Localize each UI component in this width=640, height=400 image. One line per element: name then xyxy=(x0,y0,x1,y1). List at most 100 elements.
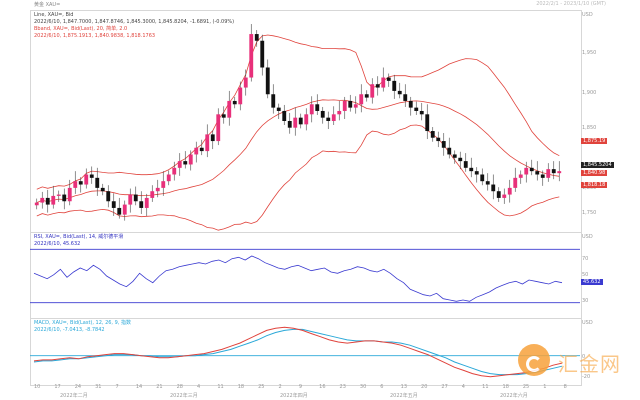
candle-body xyxy=(194,147,199,155)
x-tick-label: 16 xyxy=(319,384,326,390)
x-tick-label: 23 xyxy=(339,384,346,390)
candle-body xyxy=(353,104,358,108)
x-tick-label: 2 xyxy=(278,384,282,390)
price-tick: 1,800 xyxy=(582,185,597,191)
candle-body xyxy=(529,167,534,172)
price-axis: USD 1,950 1,900 1,850 1,800 1,750 xyxy=(580,10,610,232)
x-tick-label: 7 xyxy=(115,384,119,390)
price-tick: 1,750 xyxy=(582,210,597,216)
candle-body xyxy=(210,134,215,142)
candle-body xyxy=(480,174,485,182)
x-tick-label: 18 xyxy=(502,384,509,390)
x-tick-label: 6 xyxy=(380,384,384,390)
macd-line xyxy=(33,326,563,378)
x-month-label: 2022年五月 xyxy=(390,393,418,399)
rsi-tick: 50 xyxy=(582,272,589,278)
candle-body xyxy=(392,80,397,91)
candle-body xyxy=(45,197,50,205)
price-tick: 1,850 xyxy=(582,125,597,131)
rsi-legend-values: 2022/6/10, 45.632 xyxy=(34,241,81,247)
candle-body xyxy=(122,204,127,215)
candle-body xyxy=(172,167,177,175)
rsi-panel[interactable] xyxy=(30,232,582,320)
candle-body xyxy=(243,77,248,88)
candle-body xyxy=(205,134,210,152)
candle-body xyxy=(496,191,501,198)
x-tick-label: 11 xyxy=(217,384,224,390)
candle-body xyxy=(419,110,424,115)
x-tick-label: 11 xyxy=(482,384,489,390)
x-month-label: 2022年三月 xyxy=(170,393,198,399)
macd-legend-values: 2022/6/10, -7.0413, -8.7842 xyxy=(34,327,105,333)
candle-body xyxy=(524,167,529,175)
x-tick-label: 14 xyxy=(135,384,143,390)
candle-body xyxy=(139,201,144,208)
macd-signal-line xyxy=(33,328,563,376)
candle-body xyxy=(414,107,419,111)
candle-body xyxy=(397,90,402,95)
candle-body xyxy=(155,187,160,192)
candle-body xyxy=(232,100,237,105)
candle-body xyxy=(518,174,523,178)
candle-body xyxy=(485,181,490,185)
candle-body xyxy=(452,154,457,158)
x-tick-label: 31 xyxy=(95,384,102,390)
price-legend-title: Line, XAU=, Bid xyxy=(34,12,74,18)
macd-tick: -20 xyxy=(582,374,591,380)
candle-body xyxy=(375,84,380,88)
macd-panel[interactable] xyxy=(30,318,582,386)
candle-body xyxy=(436,137,441,142)
candle-body xyxy=(265,67,270,95)
macd-legend: MACD, XAU=, Bid(Last), 12, 26, 9, 指数 202… xyxy=(34,320,131,334)
x-tick-label: 25 xyxy=(522,384,530,390)
candle-body xyxy=(73,181,78,188)
candle-body xyxy=(166,174,171,182)
candle-body xyxy=(469,167,474,172)
candle-body xyxy=(282,110,287,121)
price-legend-values: 2022/6/10, 1,847.7000, 1,847.8746, 1,845… xyxy=(34,19,235,25)
rsi-legend: RSI, XAU=, Bid(Last), 14, 威尔德平滑 2022/6/1… xyxy=(34,234,123,248)
candle-body xyxy=(249,34,254,78)
rsi-axis: USD 70 50 30 xyxy=(580,232,610,318)
macd-axis: USD 0 -20 xyxy=(580,318,610,384)
candle-body xyxy=(447,147,452,155)
candle-body xyxy=(348,100,353,108)
candle-body xyxy=(117,207,122,215)
candle-body xyxy=(161,181,166,188)
top-bar: 黄金 XAU= 2022/2/1 - 2023/1/10 (GMT) xyxy=(30,0,610,10)
candle-body xyxy=(40,197,45,203)
watermark-logo: 汇金网 xyxy=(518,340,638,380)
candle-body xyxy=(133,194,138,202)
rsi-tick: 30 xyxy=(582,298,589,304)
x-axis: 10 17 24 31 7 14 21 28 4 11 18 25 2 9 16 23 30 6 13 20 27 4 11… xyxy=(30,384,580,399)
x-tick-label: 8 xyxy=(563,384,567,390)
rsi-tick: 70 xyxy=(582,256,589,262)
candle-body xyxy=(463,161,468,168)
candle-body xyxy=(177,161,182,168)
candle-body xyxy=(359,94,364,105)
bband-upper-line xyxy=(36,34,560,190)
candle-body xyxy=(474,171,479,175)
candle-body xyxy=(513,177,518,188)
candle-body xyxy=(56,194,61,196)
instrument-title: 黄金 XAU= xyxy=(34,2,61,8)
x-tick-label: 21 xyxy=(156,384,163,390)
candle-body xyxy=(370,84,375,98)
x-tick-label: 4 xyxy=(196,384,201,390)
x-tick-label: 1 xyxy=(543,384,547,390)
candle-body xyxy=(458,157,463,162)
date-range: 2022/2/1 - 2023/1/10 (GMT) xyxy=(536,1,606,7)
candle-body xyxy=(276,107,281,111)
candle-body xyxy=(546,169,551,178)
candle-body xyxy=(364,94,369,98)
candle-body xyxy=(95,177,100,188)
price-tick: 1,950 xyxy=(582,50,597,56)
candle-body xyxy=(271,94,276,108)
candle-body xyxy=(430,131,435,138)
candle-body xyxy=(111,201,116,208)
candle-body xyxy=(298,117,303,125)
candle-body xyxy=(507,187,512,195)
x-tick-label: 4 xyxy=(461,384,465,390)
